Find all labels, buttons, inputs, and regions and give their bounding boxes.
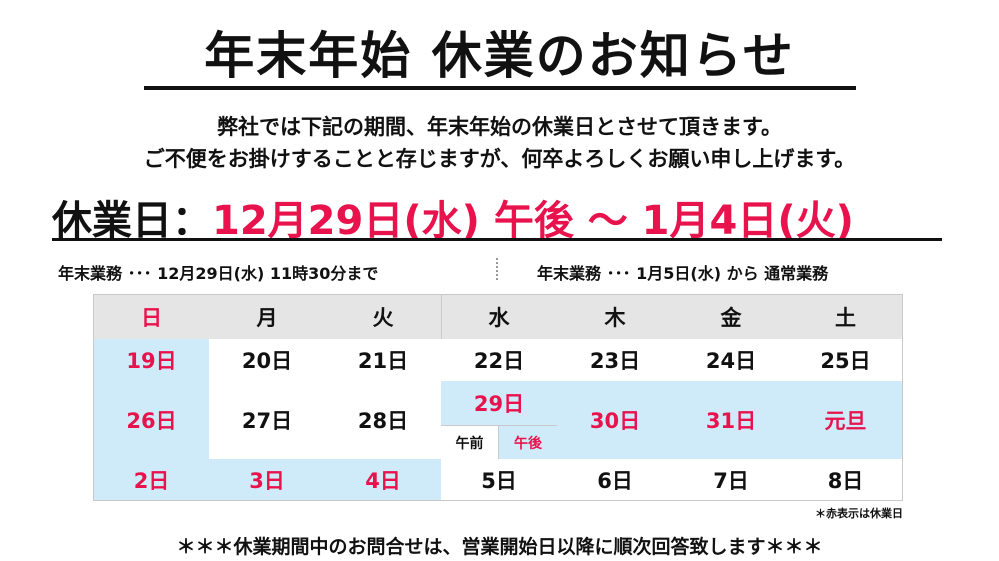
day-29: 29日 [441, 381, 557, 425]
day-21: 21日 [357, 349, 409, 373]
header-divider [441, 295, 442, 339]
subtitle-line-1: 弊社では下記の期間、年末年始の休業日とさせて頂きます。 [217, 115, 782, 139]
note-separator [496, 258, 498, 280]
holiday-underline [52, 238, 942, 241]
day-new-years: 元旦 [789, 381, 902, 459]
weekday-fri: 金 [673, 295, 789, 339]
day-29-morning: 午前 [441, 425, 499, 459]
day-7: 7日 [713, 468, 749, 493]
day-31: 31日 [673, 381, 789, 459]
title-underline [144, 86, 856, 90]
day-30: 30日 [557, 381, 673, 459]
footer-notice: ＊＊＊休業期間中のお問合せは、営業開始日以降に順次回答致します＊＊＊ [176, 536, 823, 558]
day-20: 20日 [241, 349, 293, 373]
day-8: 8日 [827, 468, 864, 493]
weekday-thu: 木 [557, 295, 673, 339]
weekday-sun: 日 [94, 295, 209, 339]
holiday-dates: 12月29日(水) 午後 ～ 1月4日(火) [212, 198, 854, 244]
day-27: 27日 [241, 409, 293, 433]
holiday-calendar: 日 月 火 水 木 金 土 19日 20日 21日 22日 23日 24日 25… [93, 294, 903, 501]
day-24: 24日 [705, 349, 757, 373]
note-end-of-year: 年末業務 ･･･ 12月29日(水) 11時30分まで [58, 264, 379, 283]
subtitle-line-2: ご不便をお掛けすることと存じますが、何卒よろしくお願い申し上げます。 [143, 147, 856, 171]
day-2: 2日 [94, 459, 209, 500]
weekday-tue: 火 [325, 295, 441, 339]
day-4: 4日 [325, 459, 441, 500]
legend-note: ＊赤表示は休業日 [815, 507, 903, 520]
day-22: 22日 [473, 349, 525, 373]
day-23: 23日 [589, 349, 641, 373]
note-new-year: 年末業務 ･･･ 1月5日(水) から 通常業務 [537, 264, 829, 283]
day-6: 6日 [597, 468, 633, 493]
day-3: 3日 [209, 459, 325, 500]
day-28: 28日 [357, 409, 409, 433]
holiday-label: 休業日： [52, 198, 212, 244]
day-5: 5日 [481, 468, 517, 493]
weekday-mon: 月 [209, 295, 325, 339]
weekday-wed: 水 [441, 295, 557, 339]
holiday-period: 休業日：12月29日(水) 午後 ～ 1月4日(火) [52, 188, 854, 246]
day-29-afternoon: 午後 [499, 425, 557, 459]
day-19: 19日 [94, 339, 209, 381]
weekday-sat: 土 [789, 295, 902, 339]
page-title: 年末年始 休業のお知らせ [204, 27, 795, 85]
day-26: 26日 [94, 381, 209, 459]
day-25: 25日 [820, 349, 871, 373]
